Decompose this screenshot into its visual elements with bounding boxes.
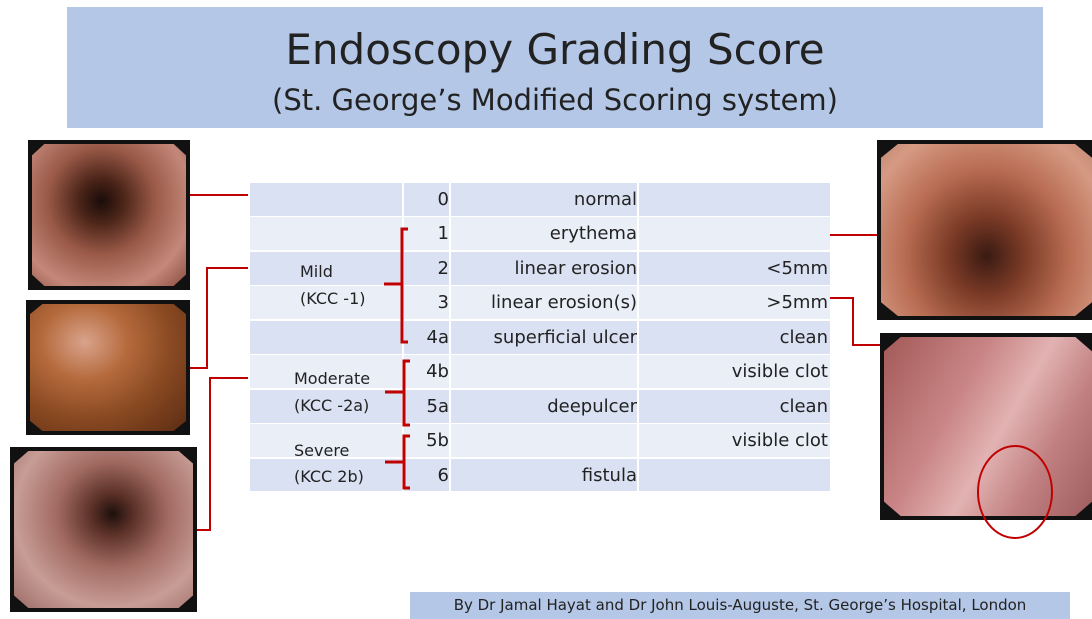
bracket (384, 229, 408, 342)
group-label: Mild (300, 262, 333, 281)
bracket (385, 436, 410, 488)
footer: By Dr Jamal Hayat and Dr John Louis-Augu… (410, 592, 1070, 619)
group-sub: (KCC 2b) (294, 467, 364, 486)
slide: Endoscopy Grading Score (St. George’s Mo… (0, 0, 1092, 619)
brackets (0, 0, 1092, 619)
group-sub: (KCC -2a) (294, 396, 369, 415)
group-sub: (KCC -1) (300, 289, 365, 308)
group-label: Severe (294, 441, 349, 460)
group-label: Moderate (294, 369, 370, 388)
bracket (385, 361, 410, 425)
